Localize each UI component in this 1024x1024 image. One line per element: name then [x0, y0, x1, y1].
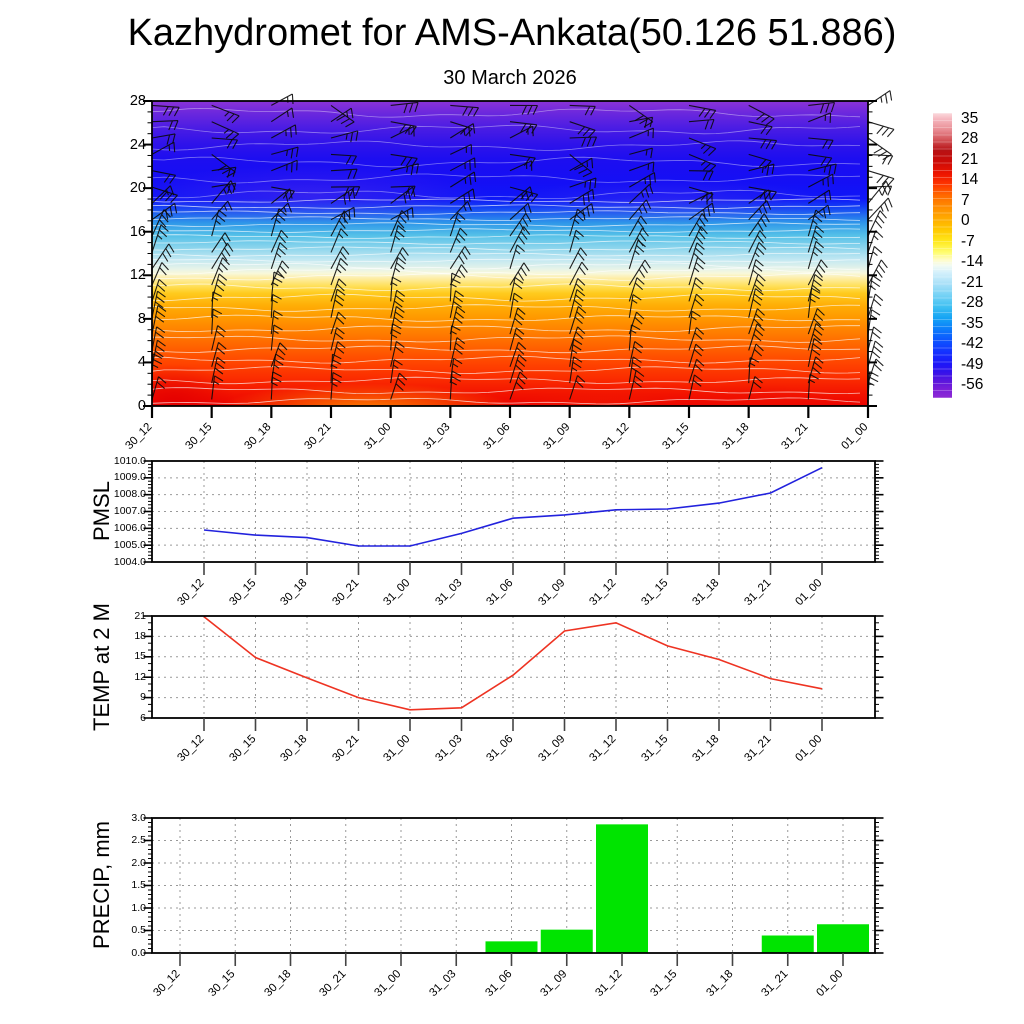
- y-tick-label: 4: [137, 354, 146, 371]
- y-tick-label: 9: [140, 691, 146, 704]
- x-tick-label: 31_12: [593, 968, 625, 1000]
- page-title: Kazhydromet for AMS-Ankata(50.126 51.886…: [127, 12, 897, 54]
- y-tick-label: 15: [134, 650, 146, 663]
- y-tick-label: 1005.0: [113, 538, 146, 551]
- temp2m-line: [203, 616, 823, 711]
- y-tick-label: 20: [129, 180, 146, 197]
- y-tick-label: 24: [129, 136, 146, 153]
- x-tick-label: 31_21: [759, 968, 791, 1000]
- axis-ticks: [143, 615, 884, 731]
- x-tick-label: 30_21: [317, 968, 349, 1000]
- x-tick-label: 31_00: [372, 968, 404, 1000]
- x-tick-label: 31_03: [432, 733, 464, 765]
- x-tick-label: 31_09: [535, 733, 567, 765]
- y-tick-label: 1.0: [131, 901, 146, 914]
- grid-lines: [152, 616, 875, 718]
- x-tick-label: 01_00: [814, 968, 846, 1000]
- colorbar-tick-label: 14: [961, 171, 979, 189]
- y-tick-label: 12: [129, 267, 146, 284]
- colorbar-tick-label: -56: [961, 375, 984, 393]
- wind-barbs: [151, 90, 895, 400]
- x-tick-label: 30_18: [278, 733, 310, 765]
- x-tick-label: 31_03: [427, 968, 459, 1000]
- x-tick-label: 31_18: [690, 733, 722, 765]
- x-tick-label: 31_18: [703, 968, 735, 1000]
- y-tick-label: 18: [134, 629, 146, 642]
- y-tick-label: 1009.0: [113, 471, 146, 484]
- x-tick-label: 31_21: [741, 733, 773, 765]
- y-tick-label: 1004.0: [113, 555, 146, 568]
- x-tick-label: 30_15: [226, 733, 258, 765]
- y-tick-label: 0: [137, 398, 146, 414]
- colorbar-tick-label: -7: [961, 232, 975, 250]
- temperature-colorbar: [933, 113, 952, 398]
- colorbar-tick-label: 21: [961, 150, 979, 168]
- y-tick-label: 2.5: [131, 834, 146, 846]
- x-tick-label: 30_18: [261, 968, 293, 1000]
- grid-lines: [152, 461, 875, 562]
- colorbar-tick-label: -49: [961, 355, 984, 373]
- x-tick-label: 31_06: [484, 733, 516, 765]
- pmsl-chart: [143, 460, 884, 575]
- y-tick-label: 8: [137, 310, 146, 327]
- y-tick-label: 2.0: [131, 856, 146, 869]
- y-tick-label: 1.5: [131, 879, 146, 891]
- x-tick-label: 30_21: [329, 733, 361, 765]
- y-tick-label: 28: [129, 93, 146, 109]
- y-tick-label: 1007.0: [113, 505, 146, 517]
- colorbar-tick-label: -28: [961, 294, 984, 312]
- temperature-height-overlay: [143, 90, 895, 418]
- y-tick-label: 1008.0: [113, 488, 146, 501]
- colorbar-tick-label: 35: [961, 110, 979, 127]
- x-tick-label: 31_15: [648, 968, 680, 1000]
- colorbar-tick-label: -42: [961, 335, 984, 353]
- y-tick-label: 1006.0: [113, 521, 146, 534]
- colorbar-tick-label: -35: [961, 314, 984, 332]
- colorbar-tick-label: -21: [961, 273, 984, 291]
- temperature-contour-lines: [152, 107, 861, 405]
- x-tick-label: 31_09: [538, 968, 570, 1000]
- y-tick-label: 0.0: [131, 946, 146, 959]
- y-tick-label: 12: [134, 670, 146, 683]
- colorbar-tick-label: 0: [961, 212, 970, 230]
- y-tick-label: 6: [140, 711, 146, 724]
- x-tick-label: 30_12: [151, 968, 183, 1000]
- x-tick-label: 31_00: [381, 733, 413, 765]
- colorbar-tick-label: -14: [961, 253, 984, 271]
- x-tick-label: 30_15: [206, 968, 238, 1000]
- date-subtitle: 30 March 2026: [443, 67, 577, 89]
- x-tick-label: 01_00: [793, 733, 825, 765]
- precip-chart: [143, 817, 884, 966]
- precip-bars: [484, 823, 870, 954]
- colorbar-tick-label: 28: [961, 130, 979, 148]
- temp-chart: [143, 615, 884, 731]
- axis-ticks: [143, 460, 884, 575]
- grid-lines: [152, 818, 875, 953]
- y-tick-label: 0.5: [131, 924, 146, 936]
- pmsl-line: [203, 466, 823, 547]
- x-tick-label: 31_15: [638, 733, 670, 765]
- x-tick-label: 30_12: [175, 733, 207, 765]
- x-tick-label: 31_12: [587, 733, 619, 765]
- y-tick-label: 1010.0: [113, 454, 146, 467]
- x-tick-label: 31_06: [482, 968, 514, 1000]
- colorbar-tick-label: 7: [961, 191, 970, 209]
- axis-ticks: [143, 817, 884, 966]
- contour-axis-ticks: [143, 100, 877, 418]
- y-tick-label: 21: [134, 609, 146, 622]
- y-tick-label: 3.0: [131, 811, 146, 824]
- y-tick-label: 16: [129, 223, 146, 240]
